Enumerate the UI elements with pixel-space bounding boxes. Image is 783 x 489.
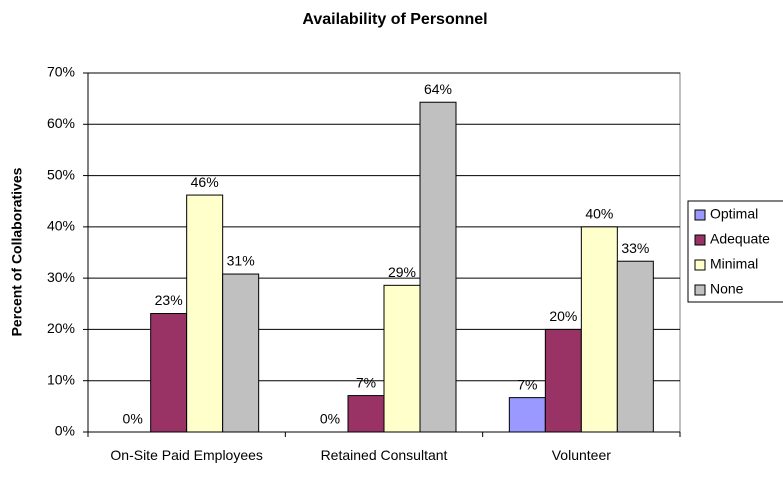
x-tick-label: Retained Consultant bbox=[320, 447, 448, 463]
value-label: 40% bbox=[585, 206, 613, 222]
legend-swatch bbox=[694, 209, 706, 221]
y-tick-label: 60% bbox=[47, 115, 75, 131]
bar bbox=[383, 284, 421, 433]
value-label: 0% bbox=[123, 411, 143, 427]
x-tick-label: On-Site Paid Employees bbox=[110, 447, 263, 463]
legend-swatch bbox=[694, 234, 706, 246]
bar bbox=[580, 226, 618, 433]
chart-title: Availability of Personnel bbox=[302, 11, 487, 28]
bar bbox=[544, 328, 582, 433]
bar bbox=[347, 395, 385, 433]
y-tick-label: 70% bbox=[47, 64, 75, 80]
legend-label: Minimal bbox=[710, 256, 758, 272]
y-tick-label: 50% bbox=[47, 166, 75, 182]
bar bbox=[222, 273, 260, 433]
legend-swatch bbox=[694, 259, 706, 271]
value-label: 46% bbox=[191, 174, 219, 190]
value-label: 7% bbox=[356, 374, 376, 390]
legend-label: Optimal bbox=[710, 206, 758, 222]
value-label: 29% bbox=[388, 264, 416, 280]
value-label: 64% bbox=[424, 81, 452, 97]
value-label: 7% bbox=[517, 376, 537, 392]
x-tick-label: Volunteer bbox=[551, 447, 611, 463]
bar bbox=[508, 397, 546, 433]
y-axis-label: Percent of Collaboratives bbox=[9, 167, 25, 336]
y-tick-label: 40% bbox=[47, 218, 75, 234]
value-label: 31% bbox=[227, 253, 255, 269]
legend-label: Adequate bbox=[710, 231, 770, 247]
value-label: 23% bbox=[155, 292, 183, 308]
bar bbox=[616, 260, 654, 433]
bar bbox=[150, 313, 188, 433]
bar bbox=[419, 101, 457, 433]
value-label: 33% bbox=[621, 240, 649, 256]
legend-swatch bbox=[694, 284, 706, 296]
value-label: 20% bbox=[549, 308, 577, 324]
bar bbox=[186, 194, 224, 433]
y-tick-label: 30% bbox=[47, 269, 75, 285]
value-label: 0% bbox=[320, 411, 340, 427]
y-tick-label: 20% bbox=[47, 320, 75, 336]
y-tick-label: 10% bbox=[47, 371, 75, 387]
y-tick-label: 0% bbox=[55, 423, 75, 439]
legend-label: None bbox=[710, 281, 744, 297]
